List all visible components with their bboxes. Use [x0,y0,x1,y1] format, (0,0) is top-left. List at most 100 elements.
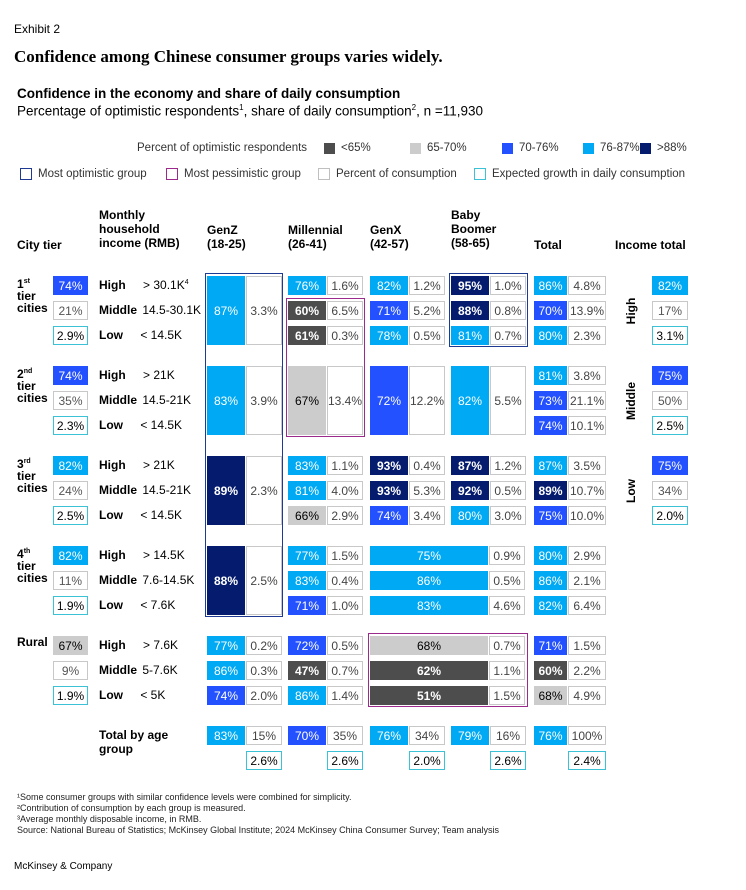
income-total-label: Middle [624,382,638,420]
legend-swatch-0 [324,143,335,154]
boomer-pct: 80% [451,506,489,525]
source-note: Source: National Bureau of Statistics; M… [17,825,500,835]
millennial-share: 4.0% [327,481,363,500]
income-range: < 7.6K [137,598,176,612]
income-row-label: Low < 5K [99,688,165,702]
total-share: 2.2% [568,661,606,680]
income-level: High [99,548,126,562]
income-row-label: Low < 14.5K [99,418,182,432]
genz-share: 3.9% [246,366,282,435]
income-range: > 21K [139,458,175,472]
total-share: 6.4% [568,596,606,615]
income-range: < 14.5K [137,328,183,342]
genx-boomer-share: 4.6% [489,596,525,615]
genx-share: 3.4% [409,506,445,525]
boomer-pct: 88% [451,301,489,320]
legend-swatch-3 [583,143,594,154]
tier-expected-growth: 2.3% [53,416,88,435]
footnote-3: ³Average monthly disposable income, in R… [17,814,202,824]
genx-boomer-pct: 75% [370,546,488,565]
millennial-pct: 61% [288,326,326,345]
millennial-share: 1.4% [327,686,363,705]
headline: Confidence among Chinese consumer groups… [14,47,443,66]
genz-pct: 89% [207,456,245,525]
income-range: 14.5-30.1K [139,303,202,317]
tier-name: 1 [17,277,24,291]
genx-pct: 93% [370,456,408,475]
income-level: Middle [99,573,137,587]
most-optimistic-outline [449,273,528,347]
total-share: 4.9% [568,686,606,705]
income-level: Low [99,508,123,522]
genx-share: 5.3% [409,481,445,500]
legend-bin-label-4: >88% [657,142,687,154]
legend-outline-label-2: Percent of consumption [336,168,457,180]
total-by-age-pct: 76% [534,726,567,745]
genx-pct: 78% [370,326,408,345]
income-range: > 7.6K [139,638,179,652]
genx-share: 0.5% [409,326,445,345]
tier-label-2: 3rd tier cities [17,456,48,494]
total-by-age-pct: 83% [207,726,245,745]
total-pct: 60% [534,661,567,680]
millennial-share: 1.5% [327,546,363,565]
income-total-label: High [624,297,638,325]
tier-name: 3 [17,457,24,471]
total-by-age-share: 100% [568,726,606,745]
total-by-age-pct: 70% [288,726,326,745]
genz-pct: 74% [207,686,245,705]
tier-word: cities [17,301,48,315]
legend-outline-label-1: Most pessimistic group [184,168,301,180]
label-line: Total by age [99,728,169,742]
income-total-share: 50% [652,391,688,410]
tier-label-3: 4th tier cities [17,546,48,584]
tier-consumption-share: 11% [53,571,88,590]
total-by-age-pct: 76% [370,726,408,745]
tier-consumption-share: 9% [53,661,88,680]
genz-pct: 88% [207,546,245,615]
genx-pct: 93% [370,481,408,500]
tier-word: tier [17,379,36,393]
income-level: High [99,458,126,472]
tier-expected-growth: 1.9% [53,596,88,615]
income-row-label: Middle 14.5-21K [99,483,191,497]
total-by-age-share: 15% [246,726,282,745]
chart-title: Confidence in the economy and share of d… [17,86,401,101]
total-by-age-growth: 2.4% [568,751,606,770]
tier-word: tier [17,559,36,573]
total-pct: 75% [534,506,567,525]
millennial-share: 0.7% [327,661,363,680]
genx-boomer-pct: 83% [370,596,488,615]
boomer-pct: 81% [451,326,489,345]
total-share: 13.9% [568,301,606,320]
total-by-age-pct: 79% [451,726,489,745]
millennial-pct: 67% [288,366,326,435]
total-share: 21.1% [568,391,606,410]
total-pct: 70% [534,301,567,320]
boomer-share: 0.7% [490,326,526,345]
legend-outline-label-0: Most optimistic group [38,168,147,180]
tier-optimism: 82% [53,546,88,565]
total-share: 2.9% [568,546,606,565]
income-range: < 14.5K [137,418,183,432]
income-total-share: 17% [652,301,688,320]
col-total: Total [534,238,562,252]
boomer-share: 1.0% [490,276,526,295]
tier-optimism: 74% [53,276,88,295]
genx-boomer-share: 0.5% [489,571,525,590]
genz-pct: 77% [207,636,245,655]
total-by-age-share: 35% [327,726,363,745]
legend-outline-swatch-1 [166,168,178,180]
millennial-pct: 83% [288,456,326,475]
total-pct: 86% [534,276,567,295]
footnote-1: ¹Some consumer groups with similar confi… [17,792,352,802]
col-genx: GenX (42-57) [370,223,409,251]
col-income: Monthly household income (RMB) [99,208,180,250]
legend-swatch-1 [410,143,421,154]
tier-word: tier [17,469,36,483]
income-level: Middle [99,483,137,497]
tier-name: 2 [17,367,24,381]
legend-bin-label-0: <65% [341,142,371,154]
genx-pct: 72% [370,366,408,435]
footnote-2: ²Contribution of consumption by each gro… [17,803,246,813]
